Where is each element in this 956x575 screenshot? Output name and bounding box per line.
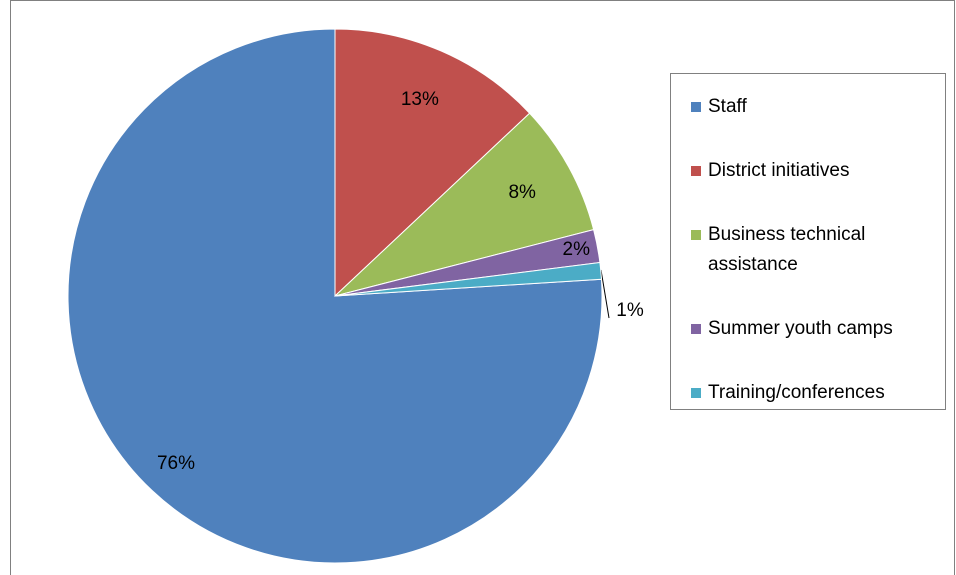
legend-item: Training/conferences bbox=[691, 378, 943, 408]
legend-swatch bbox=[691, 324, 701, 334]
data-label: 2% bbox=[563, 239, 591, 260]
chart-border bbox=[10, 0, 955, 575]
leader-line bbox=[600, 269, 610, 319]
data-label: 1% bbox=[616, 300, 644, 321]
data-label: 8% bbox=[508, 182, 536, 203]
legend-item: Summer youth camps bbox=[691, 314, 943, 344]
legend-label: Staff bbox=[708, 96, 747, 117]
legend: Staff District initiatives Business techni… bbox=[670, 73, 946, 410]
pie-slice bbox=[334, 28, 531, 298]
pie-slice bbox=[334, 261, 603, 297]
legend-label: District initiatives bbox=[708, 160, 850, 181]
legend-label: Training/conferences bbox=[708, 382, 885, 403]
legend-item: Business technical assistance bbox=[691, 220, 943, 280]
legend-swatch bbox=[691, 388, 701, 398]
legend-item: Staff bbox=[691, 92, 943, 122]
legend-swatch bbox=[691, 230, 701, 240]
data-label: 76% bbox=[157, 453, 195, 474]
legend-swatch bbox=[691, 166, 701, 176]
legend-swatch bbox=[691, 102, 701, 112]
legend-label: Business technical assistance bbox=[708, 224, 866, 275]
legend-item: District initiatives bbox=[691, 156, 943, 186]
legend-label: Summer youth camps bbox=[708, 318, 893, 339]
data-label: 13% bbox=[401, 89, 439, 110]
pie-slice bbox=[334, 112, 595, 297]
